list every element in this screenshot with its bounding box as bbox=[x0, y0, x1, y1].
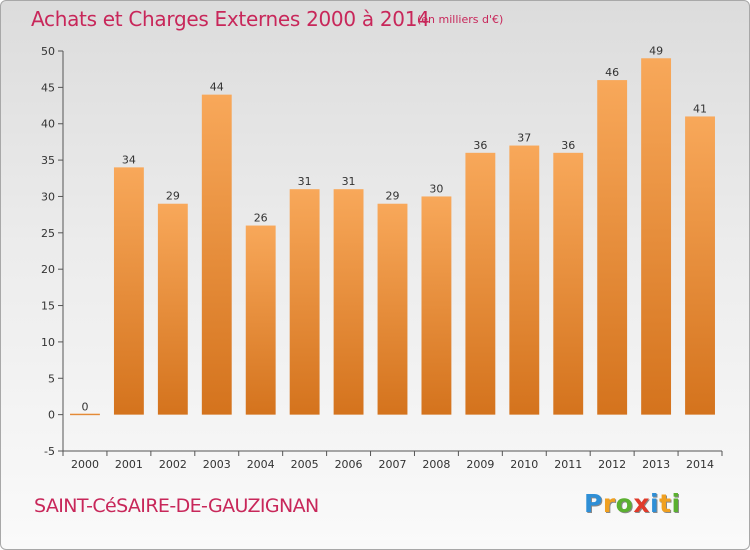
value-label-2007: 29 bbox=[386, 190, 400, 203]
x-tick-label-2006: 2006 bbox=[335, 458, 363, 471]
chart-axes: -5 0 5 10 15 20 25 30 35 40 45 50 2000 2001 2002 2003 20… bbox=[41, 45, 723, 471]
bar-2012 bbox=[597, 80, 628, 415]
value-label-2001: 34 bbox=[122, 153, 136, 166]
x-tick-label-2005: 2005 bbox=[291, 458, 319, 471]
y-tick-label: 0 bbox=[48, 409, 55, 422]
value-label-2004: 26 bbox=[254, 212, 268, 225]
logo-letter: x bbox=[633, 489, 650, 518]
value-label-2002: 29 bbox=[166, 190, 180, 203]
x-tick-label-2008: 2008 bbox=[422, 458, 450, 471]
x-tick-label-2001: 2001 bbox=[115, 458, 143, 471]
logo-letter: o bbox=[615, 489, 634, 518]
chart-title: Achats et Charges Externes 2000 à 2014 bbox=[31, 7, 430, 31]
x-tick-label-2000: 2000 bbox=[71, 458, 99, 471]
value-label-2013: 49 bbox=[649, 44, 663, 57]
proxiti-logo: Proxiti bbox=[584, 489, 681, 518]
bar-2009 bbox=[465, 152, 496, 415]
logo-letter: P bbox=[584, 489, 603, 518]
x-tick-label-2003: 2003 bbox=[203, 458, 231, 471]
x-tick-label-2014: 2014 bbox=[686, 458, 714, 471]
value-label-2000: 0 bbox=[81, 401, 88, 414]
y-tick-label: 15 bbox=[41, 300, 55, 313]
y-tick-label: 35 bbox=[41, 154, 55, 167]
chart-bars bbox=[70, 58, 715, 416]
y-tick-label: -5 bbox=[44, 445, 55, 458]
y-tick-label: 45 bbox=[41, 81, 55, 94]
value-label-2005: 31 bbox=[298, 175, 312, 188]
x-tick-label-2011: 2011 bbox=[554, 458, 582, 471]
y-tick-label: 5 bbox=[48, 372, 55, 385]
chart-value-labels: 0 34 29 44 26 31 31 29 30 36 37 36 46 49 41 bbox=[81, 44, 707, 413]
chart-subtitle: (en milliers d'€) bbox=[417, 13, 504, 26]
x-tick-label-2009: 2009 bbox=[466, 458, 494, 471]
x-tick-label-2002: 2002 bbox=[159, 458, 187, 471]
bar-2004 bbox=[245, 225, 276, 415]
x-tick-label-2007: 2007 bbox=[379, 458, 407, 471]
y-tick-label: 20 bbox=[41, 263, 55, 276]
value-label-2012: 46 bbox=[605, 66, 619, 79]
y-tick-label: 10 bbox=[41, 336, 55, 349]
x-tick-label-2012: 2012 bbox=[598, 458, 626, 471]
logo-letter: t bbox=[659, 489, 672, 518]
town-name: SAINT-CéSAIRE-DE-GAUZIGNAN bbox=[34, 495, 319, 517]
y-tick-label: 50 bbox=[41, 45, 55, 58]
value-label-2008: 30 bbox=[429, 182, 443, 195]
logo-letter: i bbox=[671, 489, 681, 518]
bar-2013 bbox=[641, 58, 672, 415]
bar-2001 bbox=[113, 167, 144, 415]
value-label-2006: 31 bbox=[342, 175, 356, 188]
bar-2014 bbox=[685, 116, 715, 415]
value-label-2014: 41 bbox=[693, 102, 707, 115]
bar-2010 bbox=[509, 145, 540, 415]
bar-2000 bbox=[70, 413, 100, 416]
logo-letter: i bbox=[650, 489, 660, 518]
bar-2011 bbox=[553, 152, 584, 415]
y-tick-label: 30 bbox=[41, 190, 55, 203]
x-tick-label-2004: 2004 bbox=[247, 458, 275, 471]
x-tick-label-2010: 2010 bbox=[510, 458, 538, 471]
bar-2003 bbox=[201, 94, 232, 415]
y-tick-label: 40 bbox=[41, 118, 55, 131]
bar-2008 bbox=[421, 196, 452, 415]
y-tick-label: 25 bbox=[41, 227, 55, 240]
bar-2007 bbox=[377, 203, 408, 415]
value-label-2010: 37 bbox=[517, 132, 531, 145]
bar-2002 bbox=[157, 203, 188, 415]
value-label-2003: 44 bbox=[210, 81, 224, 94]
logo-letter: r bbox=[602, 489, 616, 518]
x-tick-label-2013: 2013 bbox=[642, 458, 670, 471]
bar-2006 bbox=[333, 189, 364, 415]
bar-2005 bbox=[289, 189, 320, 415]
value-label-2009: 36 bbox=[473, 139, 487, 152]
value-label-2011: 36 bbox=[561, 139, 575, 152]
